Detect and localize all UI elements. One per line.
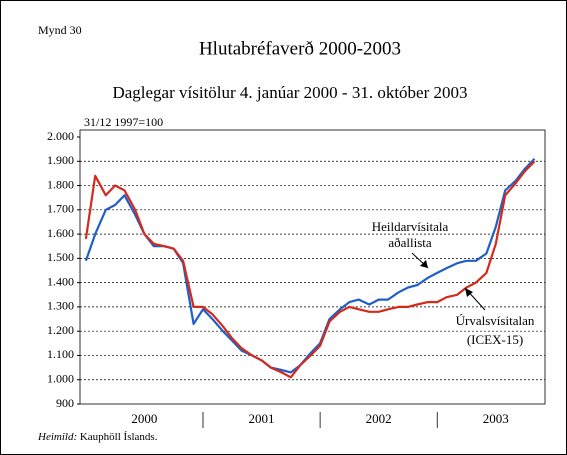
y-tick-label: 1.700 [47, 202, 74, 216]
y-tick-label: 1.900 [47, 153, 74, 167]
legend-label: Heildarvísitala aðallista [372, 219, 449, 250]
x-tick-label: 2000 [131, 411, 157, 426]
series-line [84, 160, 536, 379]
chart-subtitle: Daglegar vísitölur 4. janúar 2000 - 31. … [112, 83, 467, 102]
y-tick-label: 1.000 [47, 371, 74, 385]
legend-arrowhead [465, 288, 473, 297]
y-tick-label: 1.200 [47, 323, 74, 337]
y-tick-label: 1.800 [47, 177, 74, 191]
y-tick-label: 1.100 [47, 347, 74, 361]
y-tick-label: 1.400 [47, 274, 74, 288]
y-axis-label: 31/12 1997=100 [84, 115, 163, 129]
figure-label: Mynd 30 [38, 23, 82, 37]
legend-line: aðallista [388, 235, 432, 250]
y-tick-label: 900 [56, 396, 74, 410]
y-tick-label: 1.500 [47, 250, 74, 264]
legend-line: Úrvalsvísitalan [456, 313, 535, 328]
source-label: Heimild: [37, 431, 77, 443]
source: Heimild: Kauphöll Íslands. [37, 431, 158, 443]
source-text: Kauphöll Íslands. [80, 431, 158, 443]
legend-line: Heildarvísitala [372, 219, 449, 234]
legend-arrowhead [420, 260, 428, 268]
x-tick-label: 2003 [483, 411, 509, 426]
chart-title: Hlutabréfaverð 2000-2003 [199, 38, 401, 59]
y-tick-label: 2.000 [47, 129, 74, 143]
plot-area [79, 129, 546, 405]
x-tick-label: 2002 [366, 411, 392, 426]
legend-line: (ICEX-15) [467, 332, 523, 347]
x-tick-label: 2001 [249, 411, 275, 426]
y-tick-label: 1.300 [47, 299, 74, 313]
y-tick-label: 1.600 [47, 226, 74, 240]
legend-label: Úrvalsvísitalan (ICEX-15) [456, 313, 535, 347]
